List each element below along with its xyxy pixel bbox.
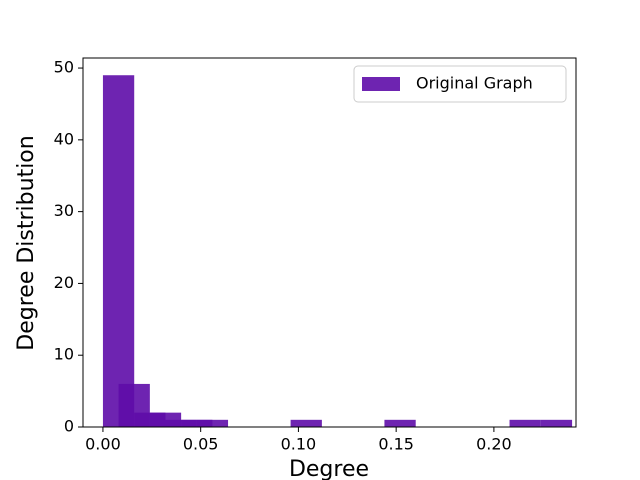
legend-swatch (362, 77, 400, 91)
x-tick-label: 0.05 (183, 435, 219, 454)
x-axis-label: Degree (289, 457, 369, 480)
x-tick-label: 0.15 (378, 435, 414, 454)
y-tick-label: 30 (54, 201, 74, 220)
histogram-bar (384, 419, 416, 427)
histogram-bar (102, 75, 135, 428)
y-tick-label: 20 (54, 273, 74, 292)
x-tick-label: 0.20 (476, 435, 512, 454)
histogram-bar (149, 412, 182, 427)
x-tick-label: 0.00 (85, 435, 121, 454)
histogram-bar (540, 419, 573, 427)
plot-frame (82, 57, 577, 428)
histogram-bar (290, 419, 322, 427)
x-tick-label: 0.10 (281, 435, 317, 454)
y-tick-label: 50 (54, 58, 74, 77)
y-tick-label: 40 (54, 129, 74, 148)
histogram-bar (181, 419, 213, 427)
histogram-bar (118, 383, 150, 427)
y-axis-label: Degree Distribution (14, 135, 39, 350)
y-tick-label: 10 (54, 345, 74, 364)
histogram-bar (509, 419, 541, 427)
legend-frame (353, 65, 567, 103)
y-tick-label: 0 (64, 417, 74, 436)
legend-label: Original Graph (416, 74, 533, 93)
